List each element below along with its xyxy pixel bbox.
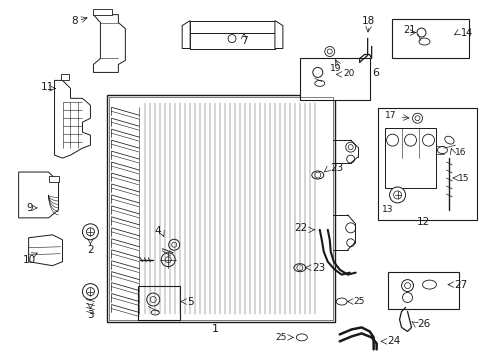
Text: 11: 11	[41, 82, 54, 93]
Text: 15: 15	[457, 174, 469, 183]
Polygon shape	[274, 21, 283, 49]
Text: 27: 27	[453, 280, 467, 289]
Text: 2: 2	[87, 245, 94, 255]
Ellipse shape	[418, 38, 429, 45]
Circle shape	[345, 223, 355, 233]
Circle shape	[347, 145, 352, 150]
Text: 8: 8	[71, 15, 78, 26]
Text: 17: 17	[384, 111, 396, 120]
Circle shape	[414, 116, 419, 121]
Polygon shape	[29, 235, 62, 266]
Polygon shape	[190, 32, 274, 49]
Polygon shape	[182, 21, 190, 49]
Text: 20: 20	[343, 69, 354, 78]
Text: 9: 9	[26, 203, 33, 213]
Text: 18: 18	[361, 15, 374, 26]
Polygon shape	[19, 172, 59, 218]
Circle shape	[314, 172, 320, 178]
Circle shape	[296, 265, 302, 271]
Text: 1: 1	[211, 324, 218, 334]
Circle shape	[402, 293, 412, 302]
Text: 13: 13	[381, 206, 392, 215]
Circle shape	[404, 134, 416, 146]
Circle shape	[324, 46, 334, 57]
Text: 25: 25	[275, 333, 286, 342]
Text: 5: 5	[187, 297, 193, 306]
Circle shape	[412, 113, 422, 123]
Circle shape	[168, 239, 179, 250]
Ellipse shape	[422, 280, 436, 289]
Bar	[138, 285, 180, 320]
Text: 19: 19	[329, 64, 341, 73]
Bar	[107, 95, 334, 323]
Circle shape	[227, 35, 236, 42]
Circle shape	[161, 253, 175, 267]
Circle shape	[346, 155, 354, 163]
Ellipse shape	[437, 147, 447, 154]
Polygon shape	[61, 75, 68, 80]
Circle shape	[82, 284, 98, 300]
Text: 23: 23	[311, 263, 325, 273]
Circle shape	[86, 228, 94, 236]
Polygon shape	[190, 21, 274, 32]
Circle shape	[345, 142, 355, 152]
Bar	[377, 108, 476, 220]
Text: 21: 21	[403, 24, 415, 35]
Circle shape	[312, 67, 322, 77]
Text: 26: 26	[417, 319, 430, 329]
Ellipse shape	[293, 264, 305, 272]
Circle shape	[82, 224, 98, 240]
Circle shape	[326, 49, 331, 54]
Circle shape	[404, 283, 410, 289]
Circle shape	[416, 28, 425, 37]
Text: 6: 6	[372, 68, 379, 78]
Ellipse shape	[311, 171, 323, 179]
Bar	[387, 272, 458, 310]
Text: 25: 25	[353, 297, 365, 306]
Circle shape	[386, 134, 398, 146]
Circle shape	[165, 257, 171, 263]
Circle shape	[389, 187, 405, 203]
Circle shape	[146, 293, 160, 306]
Polygon shape	[93, 9, 112, 15]
Polygon shape	[48, 176, 59, 182]
Text: 14: 14	[461, 28, 473, 37]
Circle shape	[401, 280, 413, 292]
Text: 22: 22	[294, 223, 307, 233]
Text: 4: 4	[155, 226, 161, 236]
Text: 10: 10	[23, 255, 36, 265]
Circle shape	[422, 134, 433, 146]
Circle shape	[346, 239, 354, 247]
Text: 16: 16	[454, 148, 466, 157]
Circle shape	[393, 191, 401, 199]
Ellipse shape	[444, 136, 453, 144]
Ellipse shape	[314, 80, 324, 86]
Bar	[391, 19, 468, 58]
Circle shape	[171, 242, 176, 247]
Polygon shape	[93, 15, 125, 72]
Ellipse shape	[336, 298, 346, 305]
Bar	[384, 128, 436, 188]
Text: 3: 3	[87, 310, 94, 320]
Circle shape	[150, 297, 156, 302]
Polygon shape	[55, 80, 90, 158]
Text: 12: 12	[416, 217, 429, 227]
Ellipse shape	[151, 310, 159, 315]
Bar	[299, 58, 369, 100]
Text: 24: 24	[387, 336, 400, 346]
Text: 7: 7	[240, 36, 247, 46]
Ellipse shape	[296, 334, 306, 341]
Text: 23: 23	[329, 163, 342, 173]
Circle shape	[86, 288, 94, 296]
